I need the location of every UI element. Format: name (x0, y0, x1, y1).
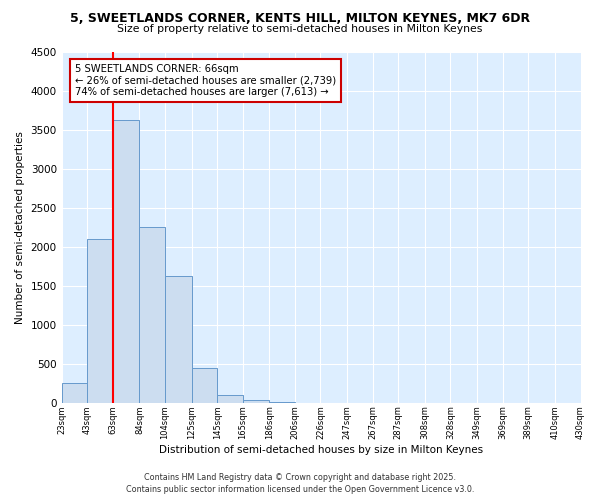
Bar (242, 400, 269, 403)
Bar (62, 384, 87, 403)
Text: 5 SWEETLANDS CORNER: 66sqm
← 26% of semi-detached houses are smaller (2,739)
74%: 5 SWEETLANDS CORNER: 66sqm ← 26% of semi… (74, 64, 336, 97)
Text: Contains HM Land Registry data © Crown copyright and database right 2025.
Contai: Contains HM Land Registry data © Crown c… (126, 472, 474, 494)
Bar (217, 395, 242, 403)
Text: 5, SWEETLANDS CORNER, KENTS HILL, MILTON KEYNES, MK7 6DR: 5, SWEETLANDS CORNER, KENTS HILL, MILTON… (70, 12, 530, 26)
Bar (139, 227, 165, 403)
Text: Size of property relative to semi-detached houses in Milton Keynes: Size of property relative to semi-detach… (118, 24, 482, 34)
Bar (87, 239, 113, 403)
Bar (191, 368, 217, 403)
Bar (165, 276, 191, 403)
X-axis label: Distribution of semi-detached houses by size in Milton Keynes: Distribution of semi-detached houses by … (159, 445, 483, 455)
Y-axis label: Number of semi-detached properties: Number of semi-detached properties (15, 130, 25, 324)
Bar (113, 120, 139, 403)
